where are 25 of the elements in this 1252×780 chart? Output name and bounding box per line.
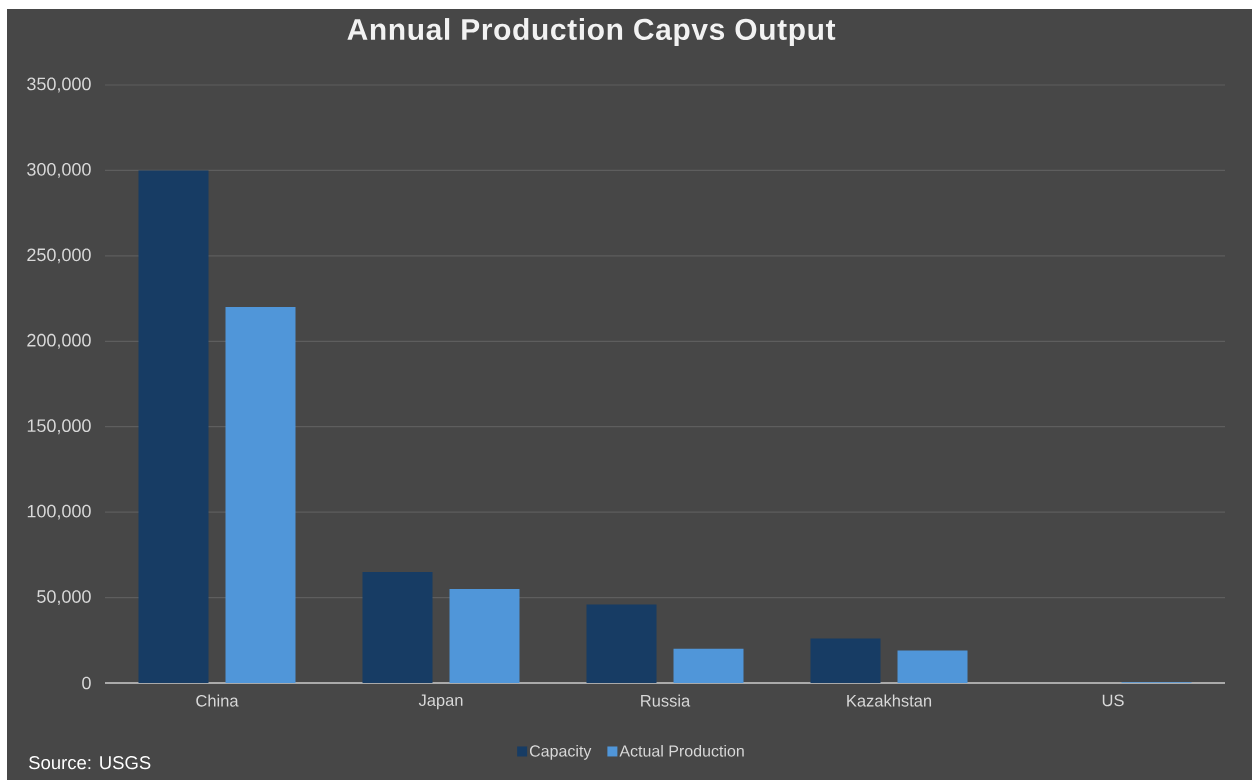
bar bbox=[810, 638, 881, 683]
source-note: Source: USGS bbox=[29, 756, 151, 770]
y-tick-label: 50,000 bbox=[37, 590, 91, 605]
y-tick-label: 300,000 bbox=[27, 163, 91, 178]
y-tick-label: 0 bbox=[82, 676, 91, 690]
x-tick-label: Japan bbox=[418, 694, 463, 710]
y-tick-label: 250,000 bbox=[27, 248, 91, 264]
bar bbox=[362, 571, 433, 683]
y-tick-label: 150,000 bbox=[27, 419, 91, 435]
bar bbox=[897, 650, 968, 683]
legend-label: Actual Production bbox=[619, 744, 744, 757]
x-tick-label: Russia bbox=[641, 694, 691, 707]
x-tick-label: Kazakhstan bbox=[847, 694, 932, 707]
x-tick-label: China bbox=[196, 694, 239, 707]
bar bbox=[586, 604, 657, 683]
legend-label: Capacity bbox=[529, 744, 592, 760]
bar bbox=[225, 307, 296, 683]
y-tick-label: 100,000 bbox=[27, 504, 91, 520]
y-tick-label: 200,000 bbox=[27, 333, 91, 349]
y-tick-label: 350,000 bbox=[27, 77, 91, 93]
bar bbox=[449, 589, 520, 683]
x-tick-label: US bbox=[1102, 694, 1124, 707]
bar bbox=[138, 170, 209, 683]
bar bbox=[673, 648, 744, 683]
chart-title: Annual Production Capvs Output bbox=[347, 18, 836, 46]
